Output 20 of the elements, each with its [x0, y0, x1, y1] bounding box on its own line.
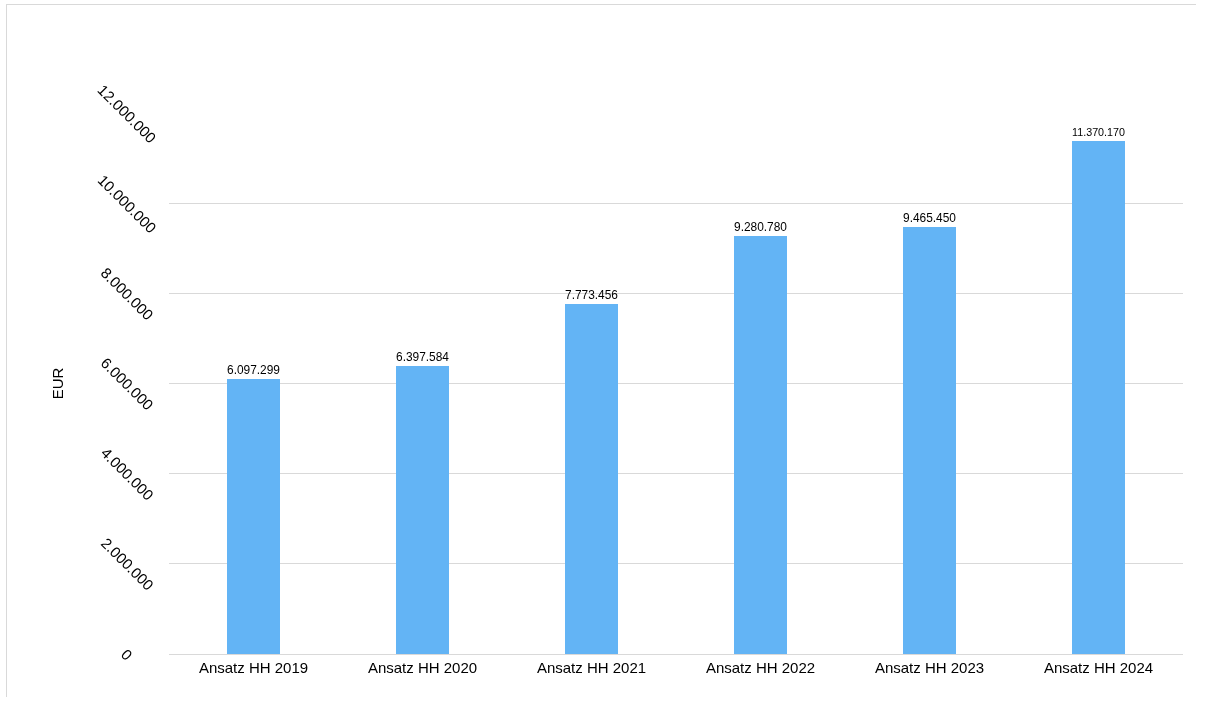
data-label: 6.397.584 [396, 349, 450, 364]
x-tick-label: Ansatz HH 2024 [1043, 659, 1154, 676]
x-tick-label: Ansatz HH 2023 [874, 659, 985, 676]
bar [227, 379, 280, 654]
data-label: 7.773.456 [565, 287, 619, 302]
bar [396, 366, 449, 654]
bar [734, 236, 787, 654]
bar [1072, 141, 1125, 654]
x-tick-label: Ansatz HH 2021 [536, 659, 647, 676]
data-label: 9.280.780 [734, 219, 788, 234]
y-tick-label: 0 [117, 645, 136, 664]
x-tick-label: Ansatz HH 2022 [705, 659, 816, 676]
data-label: 9.465.450 [903, 210, 957, 225]
bar [903, 227, 956, 654]
x-tick-label: Ansatz HH 2020 [367, 659, 478, 676]
y-axis-title: EUR [49, 367, 67, 400]
bar [565, 304, 618, 654]
data-label: 6.097.299 [227, 362, 281, 377]
data-label: 11.370.170 [1072, 125, 1125, 138]
x-tick-label: Ansatz HH 2019 [198, 659, 309, 676]
